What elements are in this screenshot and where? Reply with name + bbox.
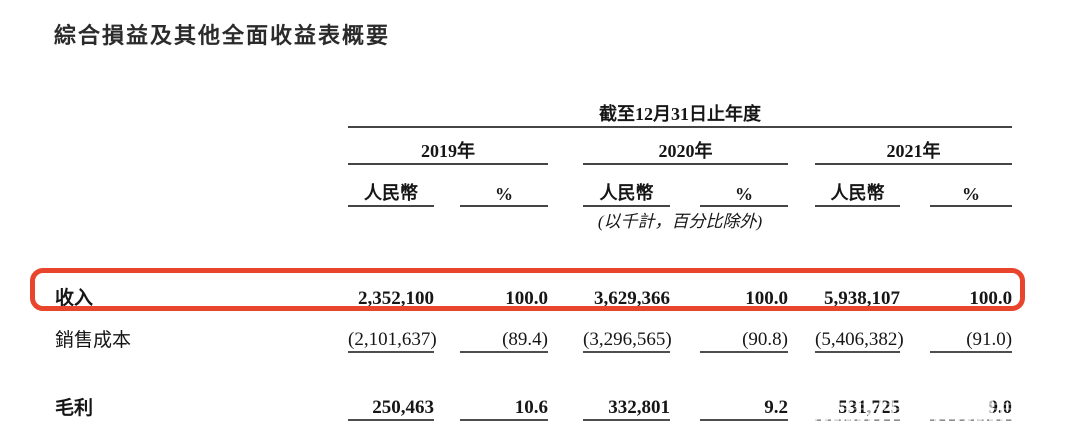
row-label-gross-profit: 毛利 xyxy=(55,398,94,419)
period-header: 截至12月31日止年度 xyxy=(348,92,1013,128)
cell-cost-2021-rmb: (5,406,382) xyxy=(815,310,904,353)
col-header-rmb-2021: 人民幣 xyxy=(815,164,900,207)
cell-cost-2021-pct: (91.0) xyxy=(930,310,1013,353)
row-cost-of-sales: 銷售成本 (2,101,637) (89.4) (3,296,565) (90.… xyxy=(55,310,1013,353)
cell-gross-2019-rmb: 250,463 xyxy=(348,390,434,421)
col-header-pct-2020: % xyxy=(700,164,788,207)
col-header-pct-2021: % xyxy=(930,164,1013,207)
cell-revenue-2021-rmb: 5,938,107 xyxy=(824,288,900,309)
cell-gross-2021-rmb: 531,725 xyxy=(815,390,900,421)
cell-gross-2021-pct: 9.0 xyxy=(930,390,1013,421)
financial-summary-table: 截至12月31日止年度 2019年 2020年 2021年 人民幣 % 人民幣 … xyxy=(55,92,1013,421)
row-label-revenue: 收入 xyxy=(55,288,94,309)
year-header-2021: 2021年 xyxy=(815,127,1013,165)
cell-cost-2020-pct: (90.8) xyxy=(700,310,788,353)
year-header-2019: 2019年 xyxy=(348,127,548,165)
cell-cost-2020-rmb: (3,296,565) xyxy=(583,310,672,353)
col-header-pct-2019: % xyxy=(460,164,548,207)
unit-note: (以千計，百分比除外) xyxy=(597,212,763,231)
cell-gross-2020-rmb: 332,801 xyxy=(583,390,670,421)
cell-revenue-2020-rmb: 3,629,366 xyxy=(594,288,670,309)
cell-cost-2019-pct: (89.4) xyxy=(460,310,548,353)
year-header-2020: 2020年 xyxy=(583,127,788,165)
cell-revenue-2020-pct: 100.0 xyxy=(745,288,788,309)
page-title: 綜合損益及其他全面收益表概要 xyxy=(54,23,391,48)
cell-gross-2019-pct: 10.6 xyxy=(460,390,548,421)
cell-revenue-2019-pct: 100.0 xyxy=(505,288,548,309)
row-gross-profit: 毛利 250,463 10.6 332,801 9.2 531,725 9.0 xyxy=(55,390,1013,421)
cell-gross-2020-pct: 9.2 xyxy=(700,390,788,421)
cell-revenue-2021-pct: 100.0 xyxy=(969,288,1013,309)
cell-cost-2019-rmb: (2,101,637) xyxy=(348,310,437,353)
row-label-cost-of-sales: 銷售成本 xyxy=(55,330,132,351)
col-header-rmb-2020: 人民幣 xyxy=(583,164,670,207)
row-revenue: 收入 2,352,100 100.0 3,629,366 100.0 5,938… xyxy=(55,272,1012,310)
cell-revenue-2019-rmb: 2,352,100 xyxy=(358,288,434,309)
col-header-rmb-2019: 人民幣 xyxy=(348,164,434,207)
